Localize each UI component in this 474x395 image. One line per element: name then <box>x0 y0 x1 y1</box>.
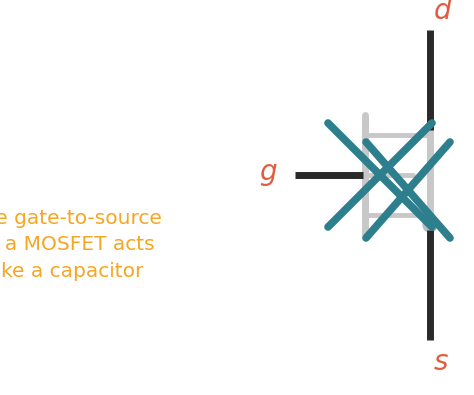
Circle shape <box>423 218 437 232</box>
Text: g: g <box>259 158 277 186</box>
Text: s: s <box>434 348 448 376</box>
Text: d: d <box>434 0 452 25</box>
Text: The gate-to-source
of a MOSFET acts
like a capacitor: The gate-to-source of a MOSFET acts like… <box>0 209 162 281</box>
